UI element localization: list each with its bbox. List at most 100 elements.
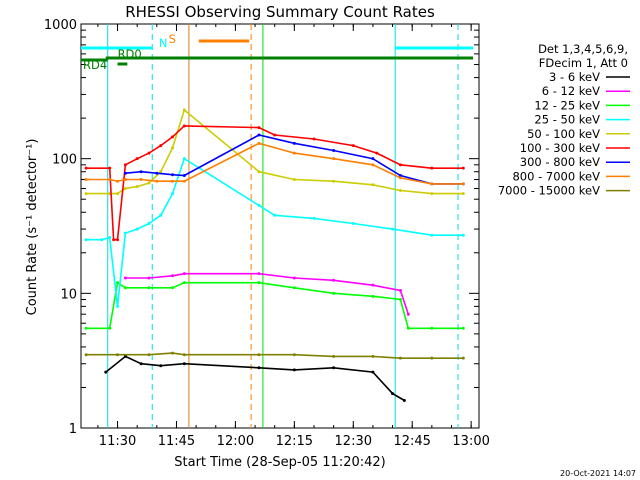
series-point (461, 233, 465, 237)
series-point (292, 368, 296, 372)
chart-title: RHESSI Observing Summary Count Rates (125, 3, 435, 21)
legend-entry-label: 50 - 100 keV (527, 127, 600, 141)
series-point (182, 362, 186, 366)
series-point (391, 227, 395, 231)
series-point (398, 163, 402, 167)
series-point (84, 326, 88, 330)
series-point (116, 192, 120, 196)
series-point (257, 133, 261, 137)
series-point (108, 166, 112, 170)
legend-header-line-2: FDecim 1, Att 0 (539, 56, 628, 70)
x-tick-label: 12:00 (217, 434, 254, 449)
series-point (123, 354, 127, 358)
series-point (147, 353, 151, 357)
series-line (86, 108, 464, 195)
flag-label-rd0: RD0 (118, 47, 142, 61)
series-point (112, 238, 116, 242)
series-point (159, 170, 163, 174)
series-point (312, 216, 316, 220)
series-point (116, 353, 120, 357)
series-point (171, 179, 175, 183)
series-point (430, 166, 434, 170)
series-point (116, 238, 120, 242)
series-point (332, 366, 336, 370)
x-tick-label: 11:45 (158, 434, 195, 449)
y-tick-label: 1000 (44, 18, 77, 33)
y-tick-label: 10 (60, 287, 77, 302)
legend-entry-label: 300 - 800 keV (520, 155, 600, 169)
series-point (123, 276, 127, 280)
series-point (171, 146, 175, 150)
series-point (351, 222, 355, 226)
series-point (257, 281, 261, 285)
legend-entry-label: 800 - 7000 keV (512, 169, 600, 183)
series-point (371, 354, 375, 358)
series-point (171, 286, 175, 290)
plot-frame (80, 23, 480, 429)
series-point (332, 291, 336, 295)
y-axis-label: Count Rate (s⁻¹ detector⁻¹) (25, 139, 40, 316)
series-point (461, 356, 465, 360)
series-line (105, 355, 405, 402)
series-point (123, 178, 127, 182)
series-point (182, 173, 186, 177)
series-point (461, 166, 465, 170)
series-point (371, 283, 375, 287)
series-point (147, 276, 151, 280)
series-point (430, 326, 434, 330)
series-point (182, 108, 186, 112)
series-point (292, 178, 296, 182)
series-point (123, 187, 127, 191)
series-point (171, 274, 175, 278)
legend-entry-label: 25 - 50 keV (534, 113, 600, 127)
series-point (139, 178, 143, 182)
legend-entry-label: 7000 - 15000 keV (498, 184, 600, 198)
series-point (371, 183, 375, 187)
series-point (257, 353, 261, 357)
footer-date: 20-Oct-2021 14:07 (560, 469, 636, 478)
series-point (371, 294, 375, 298)
series-point (332, 148, 336, 152)
series-point (461, 192, 465, 196)
series-point (257, 170, 261, 174)
x-axis-label: Start Time (28-Sep-05 11:20:42) (174, 455, 385, 470)
x-tick-label: 12:15 (276, 434, 313, 449)
series-point (273, 213, 277, 217)
series-point (398, 176, 402, 180)
series-point (155, 171, 159, 175)
flag-label-rd4: RD4 (83, 58, 107, 72)
series-point (257, 272, 261, 276)
series-point (171, 351, 175, 355)
series-point (159, 213, 163, 217)
series-point (461, 182, 465, 186)
series-point (139, 362, 143, 366)
legend-entry-label: 3 - 6 keV (549, 70, 600, 84)
x-tick-label: 13:00 (452, 434, 489, 449)
series-point (332, 278, 336, 282)
x-tick-label: 12:45 (393, 434, 430, 449)
y-tick-label: 100 (52, 153, 77, 168)
series-point (332, 157, 336, 161)
series-point (155, 179, 159, 183)
series-point (100, 238, 104, 242)
series-line (125, 272, 410, 315)
series-point (292, 151, 296, 155)
series-point (147, 151, 151, 155)
series-point (257, 203, 261, 207)
series-line (86, 125, 464, 241)
series-point (312, 137, 316, 141)
series-point (104, 370, 108, 374)
series-point (108, 178, 112, 182)
series-point (273, 133, 277, 137)
x-tick-label: 12:30 (335, 434, 372, 449)
series-point (182, 281, 186, 285)
series-point (159, 364, 163, 368)
flag-label-n: N (159, 36, 168, 50)
series-point (292, 276, 296, 280)
series-point (182, 272, 186, 276)
series-point (371, 370, 375, 374)
plot-area: 11:30 11:45 12:00 12:15 12:30 12:45 13:00 1 10 10… (44, 18, 490, 449)
legend-entry-label: 100 - 300 keV (520, 141, 600, 155)
